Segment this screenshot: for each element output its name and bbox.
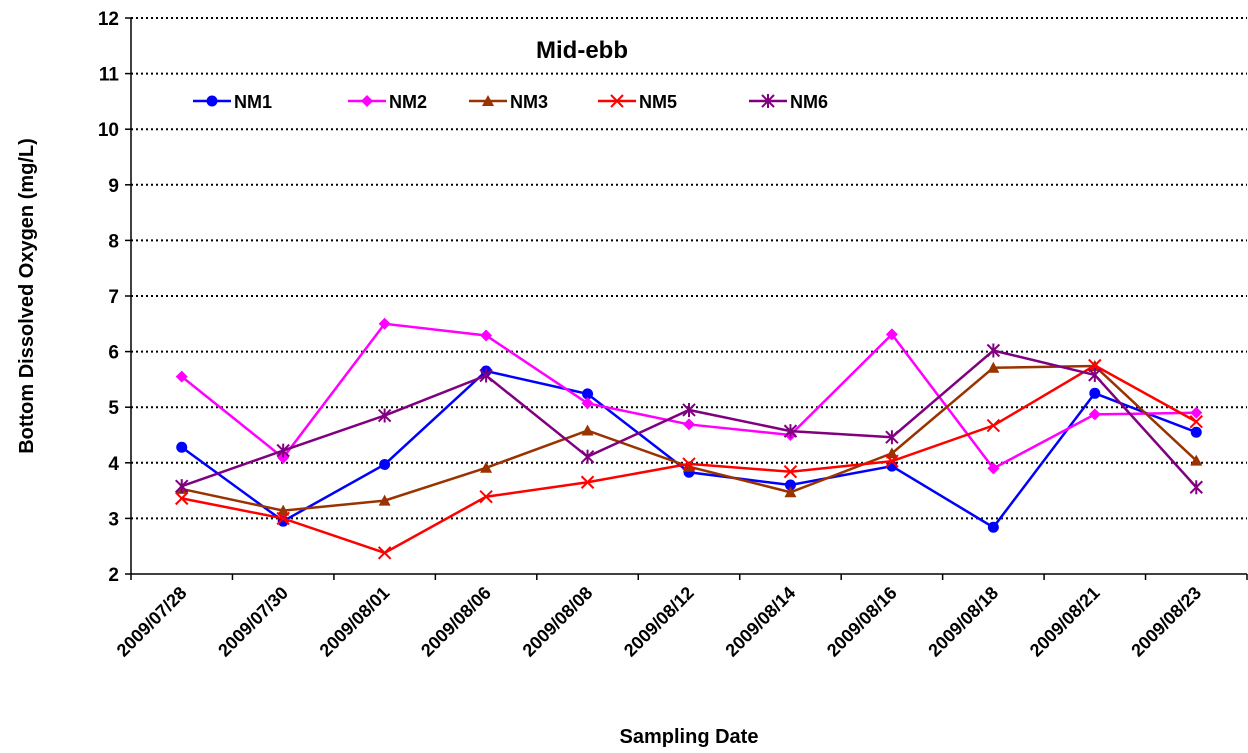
legend-item-nm1: NM1 <box>193 92 272 112</box>
data-point <box>987 462 1000 475</box>
data-point <box>581 424 594 436</box>
x-tick-label: 2009/08/14 <box>721 583 799 661</box>
data-point <box>783 424 798 439</box>
x-tick-label: 2009/08/12 <box>620 583 698 661</box>
series-group <box>175 317 1203 560</box>
y-tick-label: 3 <box>108 509 119 530</box>
y-tick-label: 12 <box>98 9 119 30</box>
data-point <box>175 479 189 494</box>
data-point <box>277 504 290 516</box>
data-point <box>986 343 1001 358</box>
data-point <box>580 475 595 489</box>
data-point <box>276 443 290 458</box>
x-tick-label: 2009/08/18 <box>924 583 1002 661</box>
data-point <box>683 460 695 472</box>
y-tick-label: 5 <box>108 398 119 419</box>
legend-label: NM2 <box>389 92 427 112</box>
x-tick-label: 2009/08/08 <box>519 583 597 661</box>
data-point <box>1190 406 1203 419</box>
legend: NM1 NM2 NM3 NM5 NM6 <box>193 92 828 112</box>
series-nm5 <box>175 358 1203 560</box>
legend-label: NM6 <box>790 92 828 112</box>
data-point <box>610 94 624 108</box>
gridlines <box>131 17 1247 520</box>
data-point <box>378 317 391 330</box>
data-point <box>784 486 797 498</box>
data-point <box>885 447 898 459</box>
data-point <box>480 461 493 473</box>
data-point <box>206 95 218 107</box>
x-tick-label: 2009/07/30 <box>214 583 292 661</box>
y-tick-label: 7 <box>108 287 119 308</box>
data-point <box>479 368 493 383</box>
data-point <box>479 490 493 504</box>
x-tick-label: 2009/08/01 <box>316 583 394 661</box>
data-point <box>175 491 189 506</box>
data-point <box>1190 454 1203 466</box>
series-nm6 <box>175 343 1203 495</box>
data-point <box>361 95 373 107</box>
data-point <box>581 397 594 410</box>
legend-item-nm5: NM5 <box>598 92 677 112</box>
data-point <box>1189 414 1203 429</box>
data-point <box>1088 408 1101 421</box>
series-nm1 <box>176 365 1202 533</box>
data-point <box>580 449 595 464</box>
legend-label: NM1 <box>234 92 272 112</box>
data-point <box>1089 387 1101 399</box>
x-axis-label: Sampling Date <box>620 726 759 748</box>
data-point <box>377 408 392 423</box>
data-point <box>1088 367 1102 382</box>
x-tick-label: 2009/08/21 <box>1026 583 1104 661</box>
x-tick-label: 2009/08/16 <box>823 583 901 661</box>
data-point <box>783 464 798 479</box>
data-point <box>480 329 493 342</box>
data-point <box>482 95 494 106</box>
legend-item-nm3: NM3 <box>469 92 548 112</box>
data-point <box>1088 358 1102 373</box>
x-tick-label: 2009/08/23 <box>1127 583 1205 661</box>
data-point <box>986 418 1001 433</box>
y-tick-label: 2 <box>108 565 119 586</box>
data-point <box>885 328 898 341</box>
y-tick-label: 6 <box>108 343 119 364</box>
data-point <box>885 454 899 468</box>
data-point <box>175 370 188 383</box>
data-point <box>761 94 775 108</box>
y-tick-label: 9 <box>108 176 119 197</box>
legend-label: NM5 <box>639 92 677 112</box>
data-point <box>987 521 999 533</box>
data-point <box>784 479 796 491</box>
data-point <box>987 361 1000 373</box>
legend-item-nm6: NM6 <box>749 92 828 112</box>
data-point <box>176 441 188 453</box>
y-tick-label: 10 <box>98 120 119 141</box>
data-point <box>683 418 695 431</box>
legend-label: NM3 <box>510 92 548 112</box>
series-line <box>181 364 1198 512</box>
y-tick-label: 4 <box>108 454 119 475</box>
data-point <box>378 494 391 506</box>
y-tick-label: 11 <box>99 65 120 86</box>
legend-item-nm2: NM2 <box>348 92 427 112</box>
data-point <box>682 402 696 417</box>
chart-title: Mid-ebb <box>536 37 628 64</box>
data-point <box>885 430 899 445</box>
x-tick-label: 2009/08/06 <box>417 583 495 661</box>
data-point <box>276 511 290 526</box>
data-point <box>1189 480 1203 495</box>
y-axis-label: Bottom Dissolved Oxygen (mg/L) <box>16 138 38 454</box>
data-point <box>1190 426 1202 438</box>
x-tick-label: 2009/07/28 <box>113 583 191 661</box>
data-point <box>377 546 392 560</box>
y-tick-label: 8 <box>108 231 119 252</box>
data-point <box>582 388 594 400</box>
series-nm2 <box>175 317 1203 475</box>
data-point <box>682 457 696 471</box>
data-point <box>379 458 391 470</box>
